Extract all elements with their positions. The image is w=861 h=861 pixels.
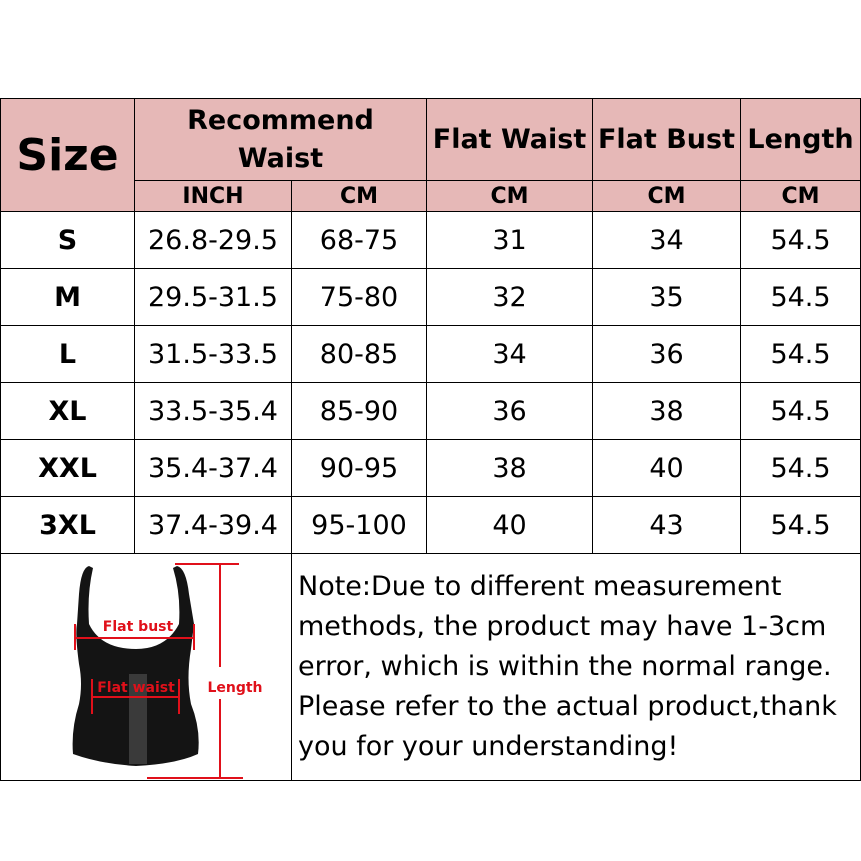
cell-cm: 75-80 [291,268,427,326]
cell-flat-bust: 38 [592,382,741,440]
table-row: M 29.5-31.5 75-80 32 35 54.5 [0,268,861,326]
cell-cm: 68-75 [291,211,427,269]
cell-cm: 80-85 [291,325,427,383]
table-row: S 26.8-29.5 68-75 31 34 54.5 [0,211,861,269]
cell-inch: 35.4-37.4 [134,439,292,497]
unit-cm: CM [740,180,861,212]
cell-length: 54.5 [740,496,861,554]
cell-inch: 29.5-31.5 [134,268,292,326]
unit-inch: INCH [134,180,292,212]
table-row: XL 33.5-35.4 85-90 36 38 54.5 [0,382,861,440]
table-row: L 31.5-33.5 80-85 34 36 54.5 [0,325,861,383]
cell-flat-waist: 31 [426,211,593,269]
unit-cm: CM [592,180,741,212]
cell-size: XXL [0,439,135,497]
cell-length: 54.5 [740,439,861,497]
cell-flat-bust: 43 [592,496,741,554]
note-text: Note:Due to different measurement method… [291,553,861,781]
header-flat-waist: Flat Waist [426,98,593,181]
header-size: Size [0,98,135,212]
cell-flat-waist: 38 [426,439,593,497]
size-chart-table: Size Recommend Waist Flat Waist Flat Bus… [0,98,861,781]
cell-cm: 90-95 [291,439,427,497]
cell-flat-bust: 35 [592,268,741,326]
cell-flat-waist: 40 [426,496,593,554]
cell-size: 3XL [0,496,135,554]
cell-inch: 31.5-33.5 [134,325,292,383]
cell-size: XL [0,382,135,440]
header-length: Length [740,98,861,181]
header-flat-bust: Flat Bust [592,98,741,181]
cell-length: 54.5 [740,382,861,440]
header-recommend-waist: Recommend Waist [134,98,427,181]
vest-image [72,566,199,766]
vest-diagram: Flat bust Flat waist Length [72,563,263,779]
cell-inch: 33.5-35.4 [134,382,292,440]
measure-lines [74,563,243,779]
vest-diagram-cell: Flat bust Flat waist Length [0,553,292,781]
table-row: 3XL 37.4-39.4 95-100 40 43 54.5 [0,496,861,554]
cell-flat-waist: 36 [426,382,593,440]
cell-cm: 95-100 [291,496,427,554]
unit-cm: CM [426,180,593,212]
cell-inch: 37.4-39.4 [134,496,292,554]
cell-flat-bust: 40 [592,439,741,497]
cell-flat-waist: 32 [426,268,593,326]
flat-waist-label: Flat waist [97,680,175,696]
cell-flat-bust: 36 [592,325,741,383]
cell-inch: 26.8-29.5 [134,211,292,269]
table-row: XXL 35.4-37.4 90-95 38 40 54.5 [0,439,861,497]
cell-cm: 85-90 [291,382,427,440]
cell-size: L [0,325,135,383]
cell-length: 54.5 [740,211,861,269]
cell-length: 54.5 [740,325,861,383]
cell-length: 54.5 [740,268,861,326]
cell-size: M [0,268,135,326]
cell-flat-bust: 34 [592,211,741,269]
flat-bust-label: Flat bust [103,619,174,635]
unit-cm: CM [291,180,427,212]
cell-size: S [0,211,135,269]
cell-flat-waist: 34 [426,325,593,383]
length-label: Length [207,680,262,696]
